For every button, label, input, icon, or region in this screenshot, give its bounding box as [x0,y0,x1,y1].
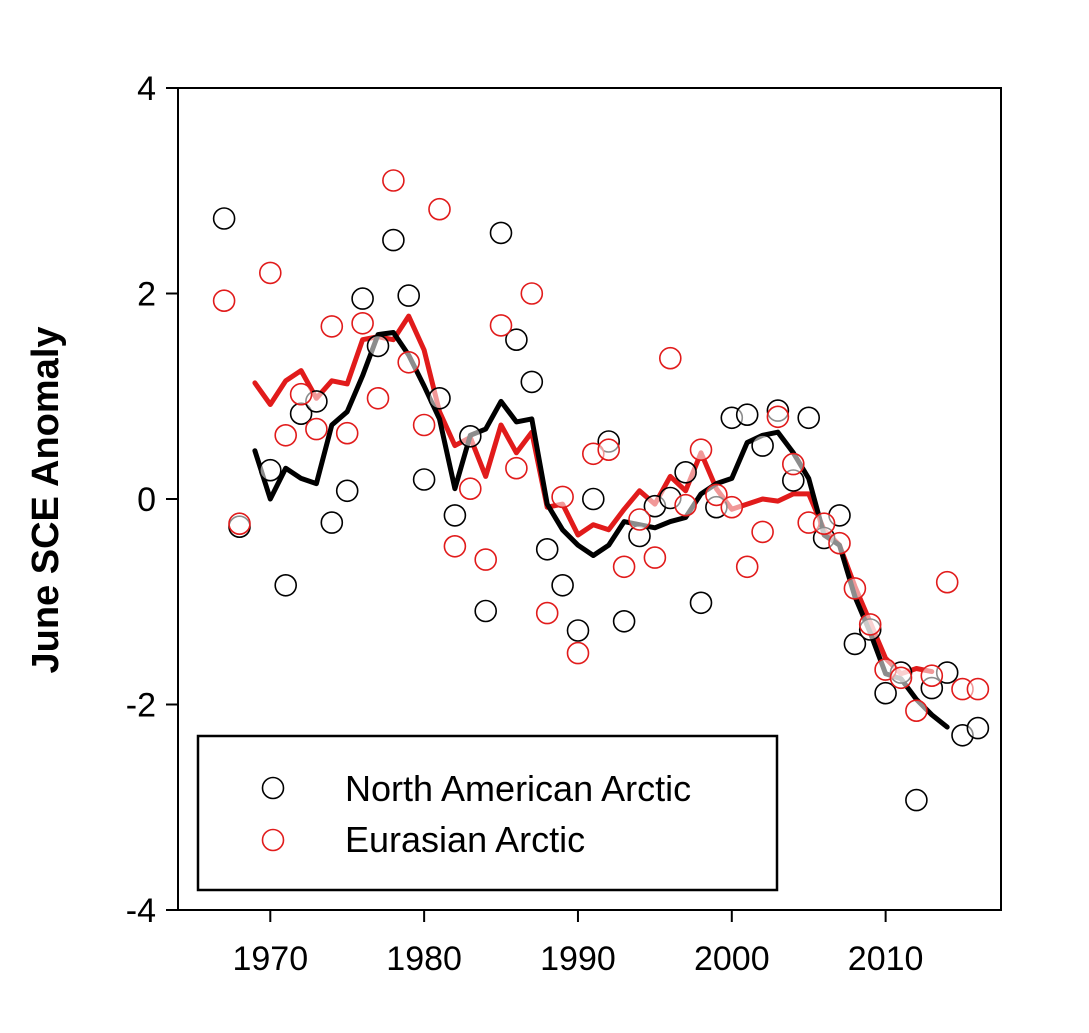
data-point [689,438,713,462]
data-point [858,613,882,636]
data-point [274,423,298,447]
data-point [643,546,667,569]
data-point [505,456,528,480]
data-point [566,641,590,665]
data-point [905,788,928,812]
y-tick-label: -4 [126,892,156,930]
y-tick-label: 0 [137,481,156,519]
data-point [843,577,867,600]
data-point [258,261,282,285]
data-point [320,315,344,338]
legend: North American Arctic Eurasian Arctic [196,734,779,892]
legend-label-eurasian-arctic: Eurasian Arctic [345,819,585,860]
data-point [874,681,897,705]
legend-label-north-american-arctic: North American Arctic [345,768,691,809]
data-point [212,289,236,313]
data-point [720,495,744,519]
data-point [705,483,728,507]
x-tick-label: 2000 [694,940,770,978]
data-point [535,537,559,561]
data-point [751,520,774,544]
data-point [658,346,682,370]
data-point [628,508,651,531]
x-tick-label: 1970 [232,940,308,978]
data-point [797,406,821,430]
data-point [674,460,697,484]
data-point [520,370,544,394]
data-point [335,421,359,445]
data-point [735,403,759,427]
data-point [474,548,498,571]
data-point [781,452,805,476]
data-points [212,169,990,812]
legend-box [196,734,779,892]
data-point [966,716,990,740]
data-point [412,468,436,491]
data-point [612,555,636,579]
data-point [843,632,867,656]
data-point [520,282,544,305]
y-axis-title: June SCE Anomaly [25,326,67,673]
data-point [258,458,282,482]
data-point [597,438,621,462]
y-tick-label: -2 [126,687,156,725]
y-axis-title-group: June SCE Anomaly [25,326,67,673]
data-point [320,511,344,534]
data-point [412,413,436,437]
data-point [366,334,390,358]
data-point [274,573,298,597]
data-point [581,487,605,511]
data-point [428,197,451,221]
data-point [935,570,959,594]
data-point [689,591,713,615]
data-point [751,434,774,457]
data-point [812,512,836,536]
data-point [443,534,467,558]
y-tick-label: 2 [137,276,156,314]
data-point [966,677,990,701]
data-point [351,287,374,310]
data-point [382,169,405,192]
data-point [735,555,759,579]
data-point [551,485,574,509]
data-point [458,424,482,448]
data-point [428,386,451,410]
x-tick-label: 1980 [386,940,462,978]
data-point [489,314,513,337]
x-tick-label: 2010 [848,940,924,978]
data-point [828,531,851,555]
data-point [535,601,559,625]
data-point [397,284,421,307]
data-point [920,664,944,688]
data-point [382,228,405,252]
data-point [351,311,374,335]
y-tick-label: 4 [137,70,156,108]
legend-marker-north-american-arctic [261,776,285,800]
data-point [889,666,913,690]
data-point [489,221,513,245]
data-point [505,328,528,352]
data-point [474,599,498,623]
data-point [551,573,574,597]
data-point [212,207,236,230]
data-point [766,405,790,429]
data-point [905,699,928,723]
data-point [612,609,636,633]
data-point [566,619,590,642]
data-point [289,382,313,406]
series-eurasian-arctic [212,169,990,723]
data-point [674,493,697,517]
data-point [228,512,251,536]
axes: -4 -2 0 2 4 1970 1980 1990 2000 2010 [126,70,1002,978]
legend-marker-eurasian-arctic [261,828,285,852]
x-tick-label: 1990 [540,940,616,978]
data-point [366,386,390,410]
data-point [335,479,359,503]
data-point [443,504,467,527]
data-point [305,417,328,441]
data-point [397,350,421,374]
data-point [458,477,482,501]
